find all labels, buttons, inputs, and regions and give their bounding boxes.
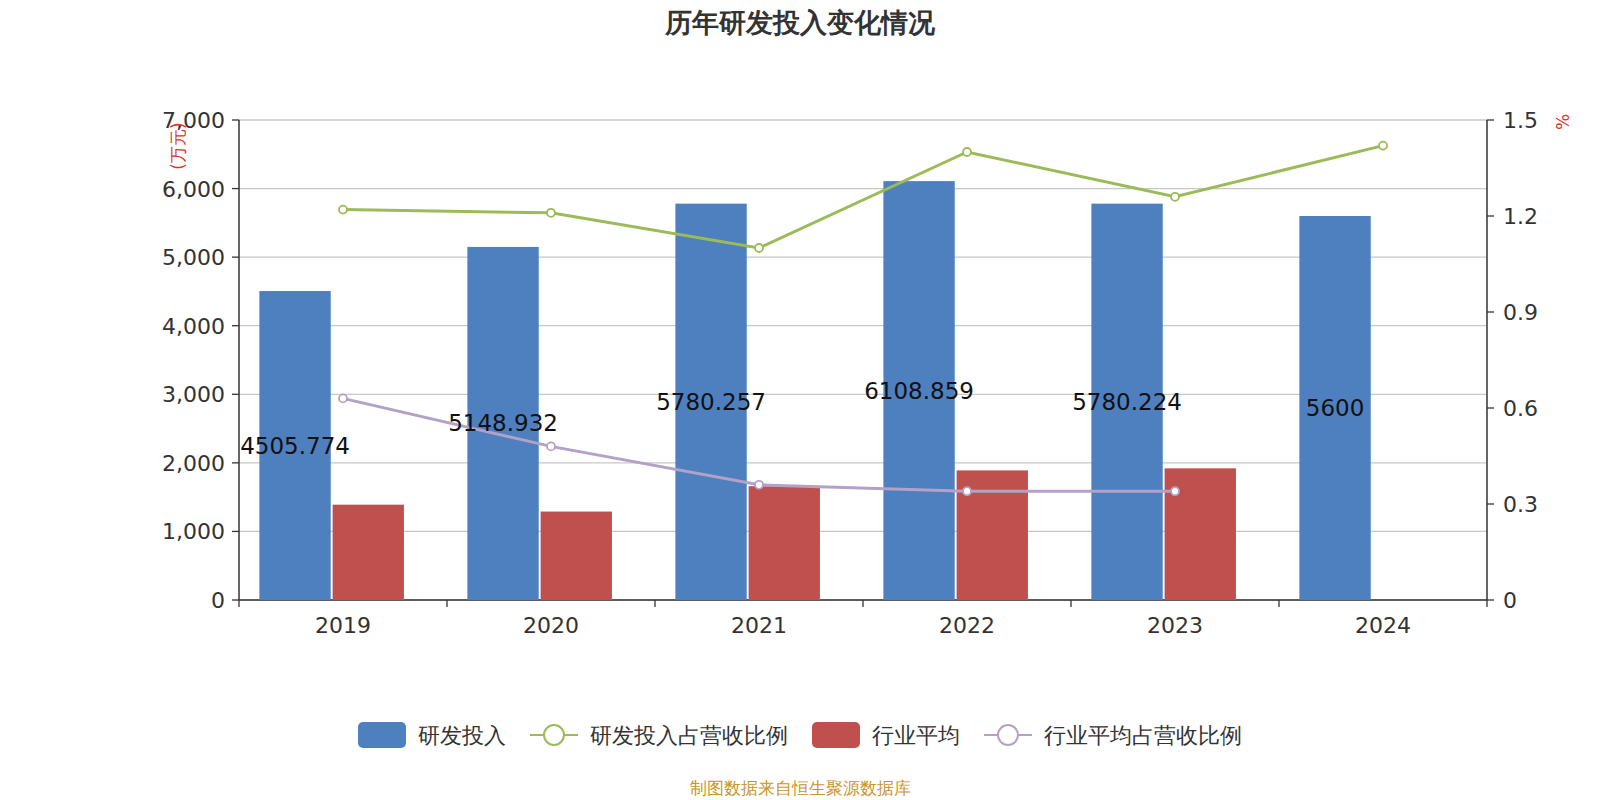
x-tick-label: 2023 — [1147, 613, 1203, 638]
title: 历年研发投入变化情况 — [664, 7, 936, 38]
data-labels: 4505.774 5148.932 5780.257 6108.859 5780.224… — [240, 378, 1364, 459]
y2-tick — [1487, 119, 1494, 120]
bar — [1165, 468, 1236, 600]
x-tick-label: 2022 — [939, 613, 995, 638]
line — [343, 146, 1383, 248]
legend-item: 研发投入 — [358, 722, 506, 748]
legend-label: 研发投入 — [418, 723, 506, 748]
y2-tick — [1487, 311, 1494, 312]
source-note: 制图数据来自恒生聚源数据库 — [690, 778, 911, 798]
y-tick-label: 1,000 — [162, 519, 225, 544]
y2-tick-label: 1.5 — [1503, 108, 1538, 133]
legend-label: 行业平均 — [872, 723, 960, 748]
y2-tick-label: 0.6 — [1503, 396, 1538, 421]
data-label: 5148.932 — [448, 410, 558, 436]
y-tick-label: 5,000 — [162, 245, 225, 270]
legend-label: 研发投入占营收比例 — [590, 723, 788, 748]
marker — [1379, 142, 1387, 150]
bar — [541, 512, 612, 600]
legend-label: 行业平均占营收比例 — [1044, 723, 1242, 748]
legend-item: 行业平均 — [812, 722, 960, 748]
x-tick-label: 2019 — [315, 613, 371, 638]
x-tick-divider — [1070, 600, 1071, 607]
y-tick — [232, 256, 239, 257]
data-label: 6108.859 — [864, 378, 974, 404]
data-label: 5600 — [1306, 395, 1365, 421]
grid-line — [239, 119, 1487, 120]
marker — [547, 209, 555, 217]
y2-tick-label: 0.3 — [1503, 492, 1538, 517]
y-axis-label: (万元) — [168, 122, 188, 169]
legend: 研发投入 研发投入占营收比例 行业平均 行业平均占营收比例 — [358, 722, 1242, 748]
y2-tick-label: 0 — [1503, 588, 1517, 613]
y-tick — [232, 119, 239, 120]
bar — [333, 505, 404, 600]
marker — [963, 148, 971, 156]
y2-tick-label: 1.2 — [1503, 204, 1538, 229]
legend-swatch — [358, 722, 406, 748]
x-tick-label: 2024 — [1355, 613, 1411, 638]
marker — [1171, 487, 1179, 495]
marker — [1171, 193, 1179, 201]
y2-tick — [1487, 215, 1494, 216]
x-tick-divider — [654, 600, 655, 607]
data-label: 4505.774 — [240, 433, 350, 459]
marker — [755, 481, 763, 489]
y-tick — [232, 188, 239, 189]
plot-area — [259, 142, 1387, 600]
legend-item: 行业平均占营收比例 — [984, 723, 1242, 748]
x-tick-divider — [1486, 600, 1487, 607]
y-tick — [232, 462, 239, 463]
y-tick-label: 0 — [211, 588, 225, 613]
grid-line — [239, 188, 1487, 189]
y2-tick — [1487, 503, 1494, 504]
y2-tick-label: 0.9 — [1503, 300, 1538, 325]
data-label: 5780.257 — [656, 389, 766, 415]
y-tick — [232, 325, 239, 326]
marker — [963, 487, 971, 495]
y2-tick — [1487, 407, 1494, 408]
y-tick-label: 3,000 — [162, 382, 225, 407]
bar — [749, 486, 820, 600]
marker — [339, 206, 347, 214]
data-label: 5780.224 — [1072, 389, 1182, 415]
x-tick-divider — [446, 600, 447, 607]
y-tick-label: 6,000 — [162, 177, 225, 202]
y2-axis-label: % — [1553, 114, 1573, 130]
x-tick-label: 2020 — [523, 613, 579, 638]
marker — [547, 442, 555, 450]
y2-tick — [1487, 599, 1494, 600]
x-tick-label: 2021 — [731, 613, 787, 638]
y2-axis — [1486, 120, 1488, 600]
y-axis — [238, 120, 240, 600]
legend-marker — [998, 725, 1018, 745]
marker — [755, 244, 763, 252]
marker — [339, 394, 347, 402]
y-tick — [232, 599, 239, 600]
x-tick-divider — [862, 600, 863, 607]
y-tick — [232, 531, 239, 532]
bar — [1299, 216, 1370, 600]
x-tick-divider — [238, 600, 239, 607]
y-tick-label: 2,000 — [162, 451, 225, 476]
legend-marker — [544, 725, 564, 745]
legend-item: 研发投入占营收比例 — [530, 723, 788, 748]
chart: 历年研发投入变化情况 0 1,000 2,000 3,000 4,000 5,000 6,00… — [0, 0, 1600, 800]
legend-swatch — [812, 722, 860, 748]
y-tick — [232, 394, 239, 395]
y-tick-label: 4,000 — [162, 314, 225, 339]
x-tick-divider — [1278, 600, 1279, 607]
